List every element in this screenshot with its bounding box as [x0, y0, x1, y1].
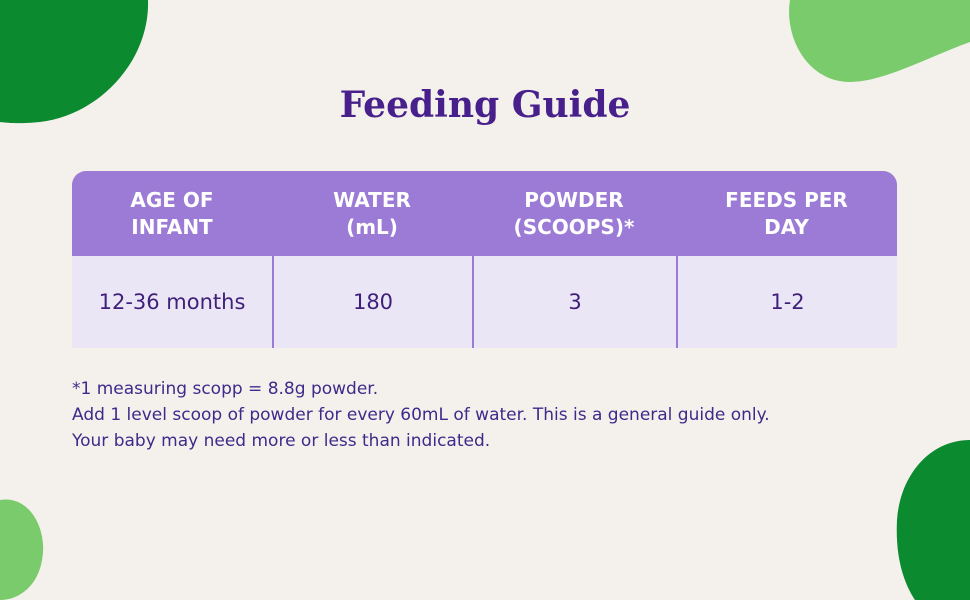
table-cell: 12-36 months	[98, 290, 246, 314]
header-cell: FEEDS PER DAY	[676, 171, 897, 256]
header-text: AGE OF	[130, 187, 214, 212]
blob	[896, 440, 970, 600]
header-row: AGE OF INFANT WATER (mL) POWDER (SCOOPS)* FEED…	[72, 171, 897, 256]
header-text: DAY	[764, 214, 809, 239]
table-cell: 1-2	[676, 256, 897, 348]
header-text: FEEDS PER	[725, 187, 848, 212]
table: AGE OF INFANT WATER (mL) POWDER (SCOOPS)* FEED…	[72, 171, 897, 348]
table-cell: 180	[272, 256, 472, 348]
header-text: POWDER	[524, 187, 624, 212]
blob	[0, 0, 149, 124]
header-text: (SCOOPS)*	[513, 214, 635, 239]
header-text: (mL)	[346, 214, 398, 239]
title: Feeding Guide	[339, 84, 631, 126]
table-row: 12-36 months 180 3 1-2	[72, 256, 897, 348]
footnote-line: Add 1 level scoop of powder for every 60…	[72, 405, 770, 425]
header-cell: AGE OF INFANT	[72, 171, 272, 256]
header-text: INFANT	[131, 214, 213, 239]
footnotes: *1 measuring scopp = 8.8g powder. Add 1 l…	[72, 376, 770, 454]
blob	[789, 0, 970, 82]
footnote-line: *1 measuring scopp = 8.8g powder.	[72, 379, 379, 399]
blob	[0, 499, 44, 600]
header-cell: POWDER (SCOOPS)*	[472, 171, 676, 256]
table-cell: 3	[472, 256, 676, 348]
body: 12-36 months 180 3 1-2	[72, 256, 897, 348]
header-cell: WATER (mL)	[272, 171, 472, 256]
footnote-line: Your baby may need more or less than ind…	[72, 431, 491, 451]
header-text: WATER	[333, 187, 411, 212]
